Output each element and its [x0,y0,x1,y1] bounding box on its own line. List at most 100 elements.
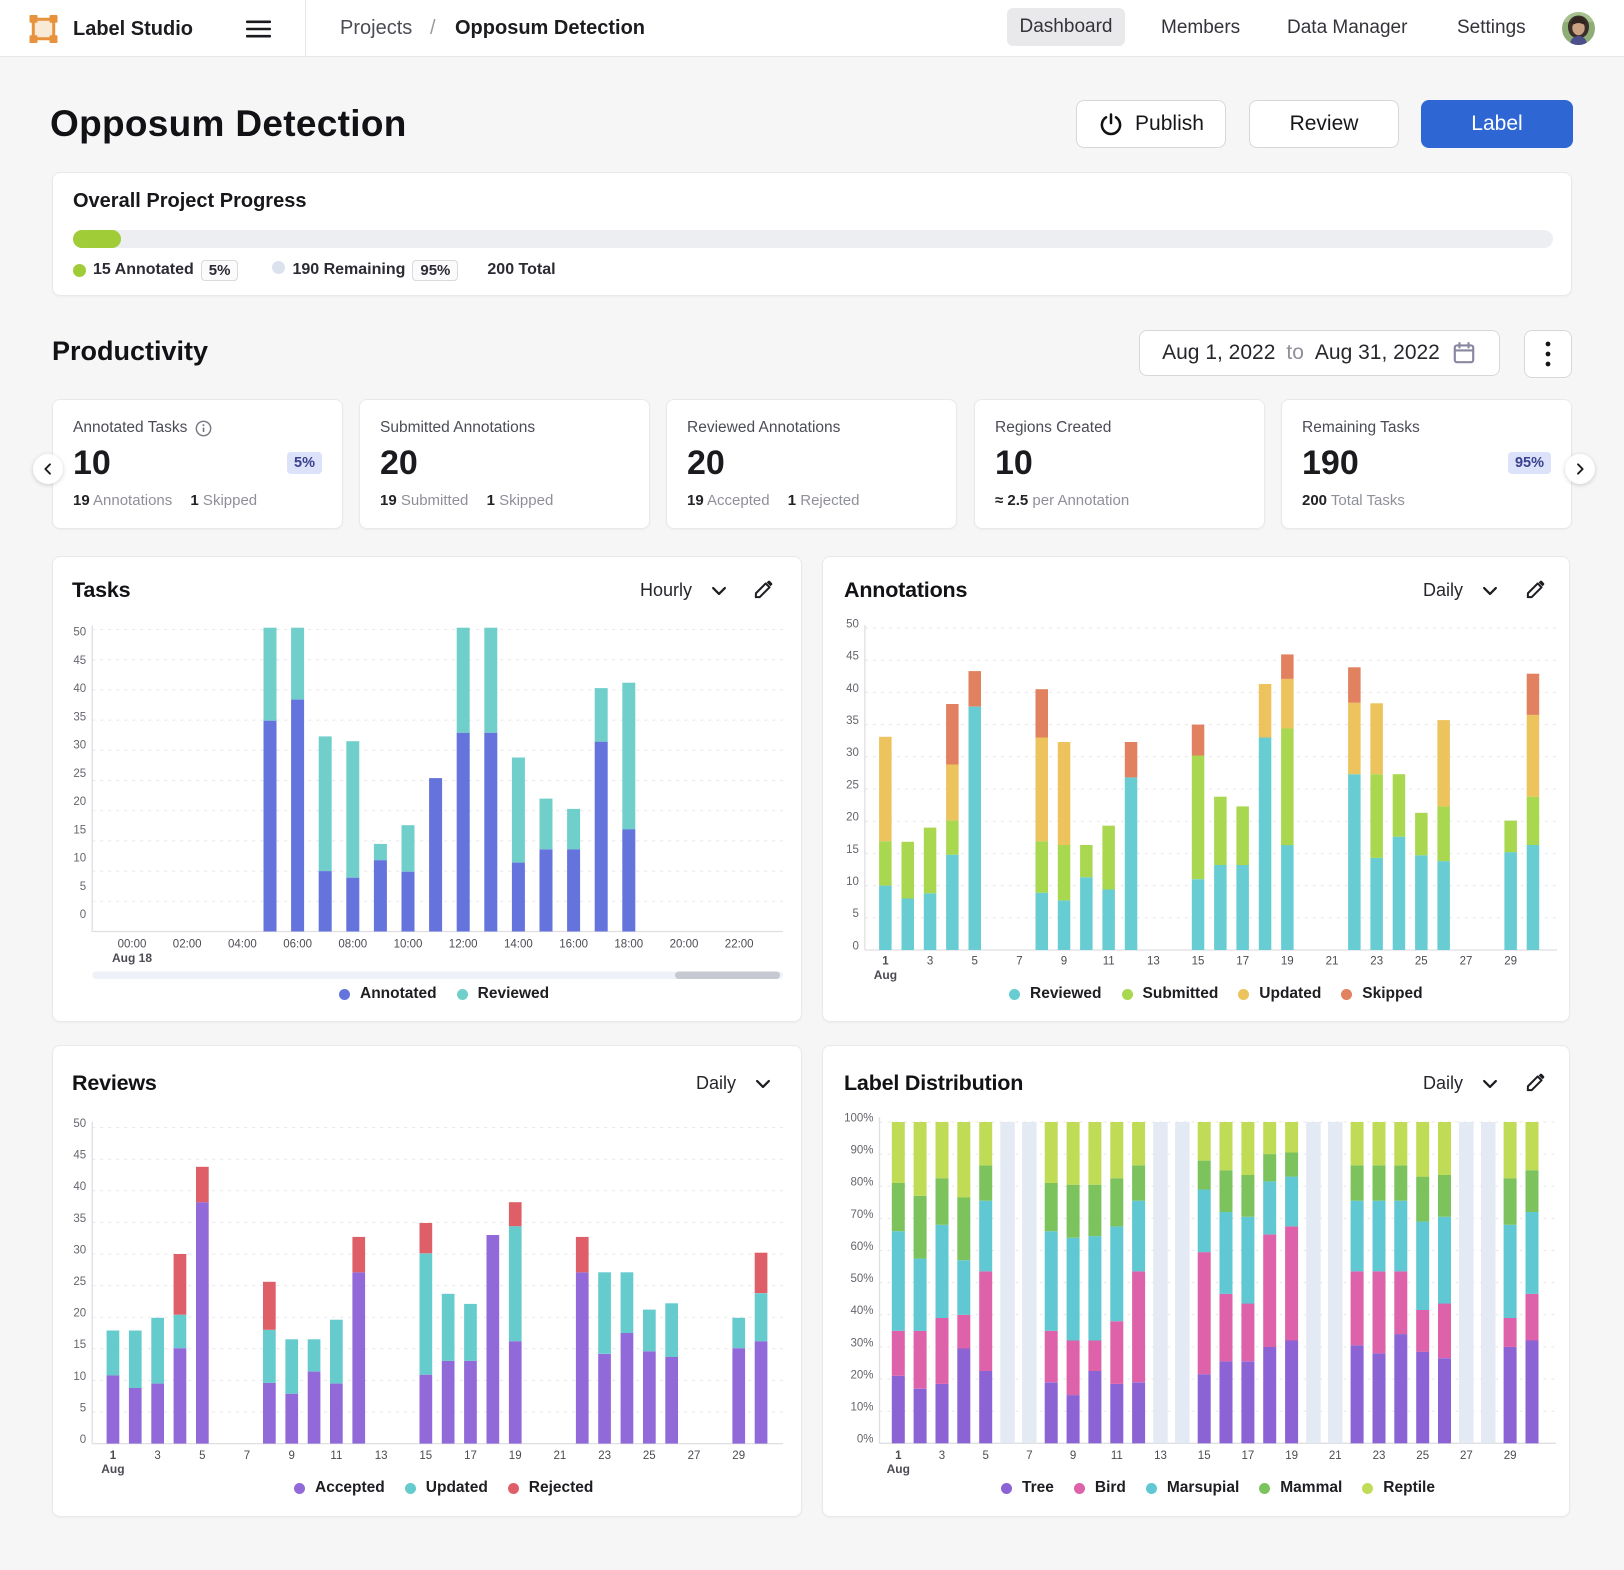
svg-text:10%: 10% [850,1402,873,1414]
svg-text:04:00: 04:00 [228,938,257,950]
svg-text:18:00: 18:00 [614,938,643,950]
svg-text:06:00: 06:00 [283,938,312,950]
svg-text:19: 19 [1285,1450,1298,1462]
svg-text:11: 11 [330,1450,342,1462]
svg-text:29: 29 [1504,956,1517,968]
svg-text:17: 17 [1236,956,1249,968]
svg-text:25: 25 [1416,1450,1429,1462]
svg-text:12:00: 12:00 [449,938,478,950]
svg-text:3: 3 [154,1450,160,1462]
svg-text:29: 29 [1504,1450,1517,1462]
svg-text:27: 27 [1460,1450,1473,1462]
svg-text:25: 25 [846,779,859,791]
svg-text:27: 27 [1460,956,1473,968]
svg-text:10: 10 [73,853,86,865]
svg-text:1: 1 [882,956,889,968]
svg-text:Aug: Aug [887,1462,910,1476]
svg-text:0: 0 [80,909,86,921]
svg-text:10: 10 [846,876,859,888]
svg-text:45: 45 [73,1150,86,1162]
svg-text:Aug: Aug [101,1462,124,1476]
svg-text:30: 30 [73,1244,86,1256]
svg-text:22:00: 22:00 [725,938,754,950]
svg-text:15: 15 [1192,956,1205,968]
svg-text:50: 50 [73,1118,86,1130]
svg-text:0%: 0% [857,1434,874,1446]
svg-text:80%: 80% [850,1177,873,1189]
svg-text:25: 25 [643,1450,656,1462]
svg-text:11: 11 [1111,1450,1123,1462]
svg-text:23: 23 [1370,956,1383,968]
svg-text:90%: 90% [850,1145,873,1157]
svg-text:20: 20 [73,796,86,808]
svg-text:13: 13 [1154,1450,1167,1462]
svg-text:21: 21 [554,1450,567,1462]
svg-text:5: 5 [982,1450,988,1462]
svg-text:9: 9 [1061,956,1067,968]
svg-text:50: 50 [73,627,86,639]
svg-text:45: 45 [846,651,859,663]
svg-text:14:00: 14:00 [504,938,533,950]
svg-text:3: 3 [927,956,933,968]
svg-text:11: 11 [1103,956,1115,968]
svg-text:15: 15 [846,844,859,856]
svg-text:20:00: 20:00 [670,938,699,950]
svg-text:25: 25 [73,768,86,780]
svg-text:0: 0 [852,940,858,952]
svg-text:23: 23 [598,1450,611,1462]
svg-text:15: 15 [73,1339,86,1351]
svg-text:27: 27 [688,1450,701,1462]
svg-text:20%: 20% [850,1369,873,1381]
svg-text:Aug: Aug [874,968,897,982]
svg-text:10: 10 [73,1371,86,1383]
svg-text:7: 7 [244,1450,250,1462]
svg-text:1: 1 [110,1450,117,1462]
svg-text:08:00: 08:00 [338,938,367,950]
svg-text:35: 35 [73,1213,86,1225]
svg-text:00:00: 00:00 [118,938,147,950]
svg-text:5: 5 [971,956,977,968]
svg-text:35: 35 [73,711,86,723]
svg-text:20: 20 [73,1308,86,1320]
svg-text:21: 21 [1329,1450,1342,1462]
svg-text:13: 13 [375,1450,388,1462]
svg-text:13: 13 [1147,956,1160,968]
svg-text:30: 30 [73,740,86,752]
svg-text:7: 7 [1016,956,1022,968]
svg-text:25: 25 [73,1276,86,1288]
svg-text:40: 40 [73,1181,86,1193]
svg-text:60%: 60% [850,1241,873,1253]
svg-text:50%: 50% [850,1273,873,1285]
svg-text:40%: 40% [850,1305,873,1317]
svg-text:0: 0 [80,1434,86,1446]
svg-text:17: 17 [1242,1450,1255,1462]
svg-text:10:00: 10:00 [394,938,423,950]
svg-text:9: 9 [1070,1450,1076,1462]
svg-text:17: 17 [464,1450,477,1462]
svg-text:5: 5 [80,881,86,893]
svg-text:15: 15 [73,824,86,836]
svg-text:100%: 100% [844,1112,873,1124]
svg-text:23: 23 [1373,1450,1386,1462]
svg-text:21: 21 [1326,956,1339,968]
svg-text:02:00: 02:00 [173,938,202,950]
svg-text:30%: 30% [850,1337,873,1349]
svg-text:15: 15 [1198,1450,1211,1462]
svg-text:7: 7 [1026,1450,1032,1462]
svg-text:45: 45 [73,655,86,667]
svg-text:30: 30 [846,747,859,759]
svg-text:70%: 70% [850,1209,873,1221]
svg-text:5: 5 [852,908,858,920]
svg-text:40: 40 [846,683,859,695]
svg-text:15: 15 [419,1450,432,1462]
svg-text:25: 25 [1415,956,1428,968]
svg-text:29: 29 [732,1450,745,1462]
svg-text:3: 3 [939,1450,945,1462]
svg-text:19: 19 [509,1450,522,1462]
svg-text:19: 19 [1281,956,1294,968]
svg-text:20: 20 [846,812,859,824]
svg-text:35: 35 [846,715,859,727]
svg-text:9: 9 [288,1450,294,1462]
svg-text:1: 1 [895,1450,902,1462]
svg-text:5: 5 [80,1402,86,1414]
